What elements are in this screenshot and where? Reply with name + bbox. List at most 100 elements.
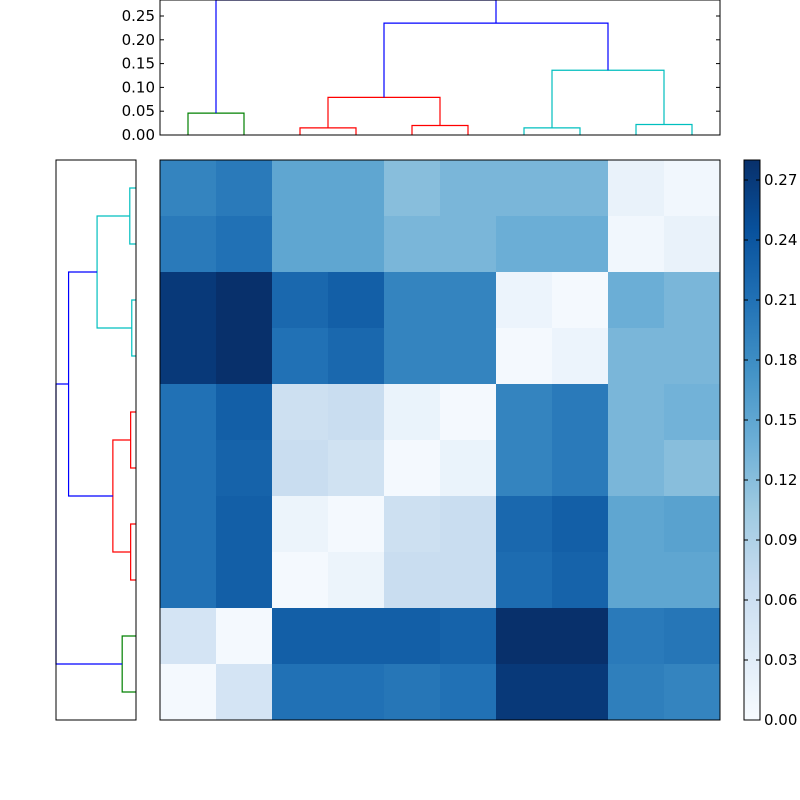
- heatmap-cell: [160, 496, 217, 553]
- heatmap-cell: [664, 272, 721, 329]
- colorbar-tick-label: 0.27: [764, 171, 797, 189]
- heatmap-cell: [608, 328, 665, 385]
- heatmap-cell: [384, 216, 441, 273]
- colorbar-tick-label: 0.24: [764, 231, 797, 249]
- heatmap-cell: [216, 384, 273, 441]
- heatmap-cell: [664, 384, 721, 441]
- heatmap-cell: [440, 664, 497, 721]
- heatmap-cell: [272, 384, 329, 441]
- heatmap-cell: [496, 608, 553, 665]
- heatmap-cell: [440, 496, 497, 553]
- heatmap-cell: [664, 216, 721, 273]
- heatmap-cell: [496, 328, 553, 385]
- heatmap-cell: [384, 160, 441, 217]
- heatmap-cell: [328, 384, 385, 441]
- heatmap-cell: [552, 552, 609, 609]
- heatmap-cell: [552, 664, 609, 721]
- heatmap-cell: [552, 328, 609, 385]
- heatmap-cell: [496, 552, 553, 609]
- y-tick-label: 0.10: [122, 78, 155, 96]
- heatmap-cell: [496, 216, 553, 273]
- heatmap-cell: [664, 496, 721, 553]
- colorbar-tick-label: 0.18: [764, 351, 797, 369]
- heatmap-cell: [216, 664, 273, 721]
- colorbar-ticks: 0.00 0.03 0.06 0.09 0.12 0.15 0.18 0.21 0.24 0.27: [744, 171, 797, 729]
- heatmap-cell: [272, 608, 329, 665]
- colorbar-tick-label: 0.12: [764, 471, 797, 489]
- heatmap-cell: [608, 384, 665, 441]
- colorbar-tick-label: 0.00: [764, 711, 797, 729]
- heatmap-cell: [160, 664, 217, 721]
- heatmap-cell: [160, 608, 217, 665]
- y-tick-label: 0.15: [122, 55, 155, 73]
- heatmap-cell: [160, 552, 217, 609]
- colorbar-tick-label: 0.06: [764, 591, 797, 609]
- heatmap-cell: [384, 384, 441, 441]
- heatmap-cell: [216, 496, 273, 553]
- heatmap-cell: [664, 160, 721, 217]
- heatmap-cell: [608, 664, 665, 721]
- heatmap-cell: [664, 328, 721, 385]
- heatmap-cell: [328, 664, 385, 721]
- heatmap-cell: [440, 552, 497, 609]
- y-tick-label: 0.00: [122, 126, 155, 144]
- heatmap-cell: [216, 328, 273, 385]
- heatmap-cell: [608, 552, 665, 609]
- colorbar-tick-label: 0.21: [764, 291, 797, 309]
- heatmap-cell: [216, 552, 273, 609]
- heatmap-cell: [216, 216, 273, 273]
- colorbar-tick-label: 0.15: [764, 411, 797, 429]
- heatmap-cell: [608, 608, 665, 665]
- heatmap-cell: [440, 328, 497, 385]
- heatmap-cell: [216, 608, 273, 665]
- heatmap-cell: [160, 160, 217, 217]
- heatmap-cell: [440, 216, 497, 273]
- heatmap-cell: [272, 160, 329, 217]
- heatmap-cell: [440, 608, 497, 665]
- heatmap-cell: [328, 608, 385, 665]
- left-dendrogram: [55, 187, 136, 693]
- heatmap-cell: [552, 440, 609, 497]
- heatmap-cell: [160, 216, 217, 273]
- heatmap-cell: [440, 440, 497, 497]
- top-dendrogram-yticks: 0.00 0.05 0.10 0.15 0.20 0.25: [122, 7, 720, 144]
- top-dendrogram-frame: [159, 0, 721, 136]
- heatmap-cell: [496, 664, 553, 721]
- heatmap-cell: [496, 384, 553, 441]
- colorbar-tick-label: 0.09: [764, 531, 797, 549]
- y-tick-label: 0.25: [122, 7, 155, 25]
- heatmap-cell: [552, 272, 609, 329]
- heatmap: [160, 160, 721, 721]
- heatmap-cell: [496, 440, 553, 497]
- heatmap-cell: [552, 384, 609, 441]
- heatmap-cell: [328, 440, 385, 497]
- heatmap-cell: [496, 272, 553, 329]
- heatmap-cell: [384, 272, 441, 329]
- heatmap-cell: [328, 328, 385, 385]
- heatmap-cell: [664, 664, 721, 721]
- y-tick-label: 0.05: [122, 102, 155, 120]
- colorbar: [743, 159, 761, 721]
- heatmap-cell: [216, 440, 273, 497]
- heatmap-cell: [384, 440, 441, 497]
- heatmap-cell: [440, 160, 497, 217]
- heatmap-cell: [608, 440, 665, 497]
- heatmap-cell: [496, 160, 553, 217]
- heatmap-cell: [216, 272, 273, 329]
- heatmap-cell: [272, 328, 329, 385]
- heatmap-cell: [328, 160, 385, 217]
- heatmap-cell: [272, 440, 329, 497]
- heatmap-cell: [328, 496, 385, 553]
- heatmap-cell: [328, 552, 385, 609]
- heatmap-cell: [384, 496, 441, 553]
- heatmap-cell: [664, 552, 721, 609]
- heatmap-cell: [272, 496, 329, 553]
- heatmap-cell: [328, 272, 385, 329]
- heatmap-cell: [384, 552, 441, 609]
- heatmap-cell: [552, 216, 609, 273]
- top-dendrogram: [187, 0, 693, 135]
- y-tick-label: 0.20: [122, 31, 155, 49]
- heatmap-cell: [440, 272, 497, 329]
- heatmap-cell: [552, 608, 609, 665]
